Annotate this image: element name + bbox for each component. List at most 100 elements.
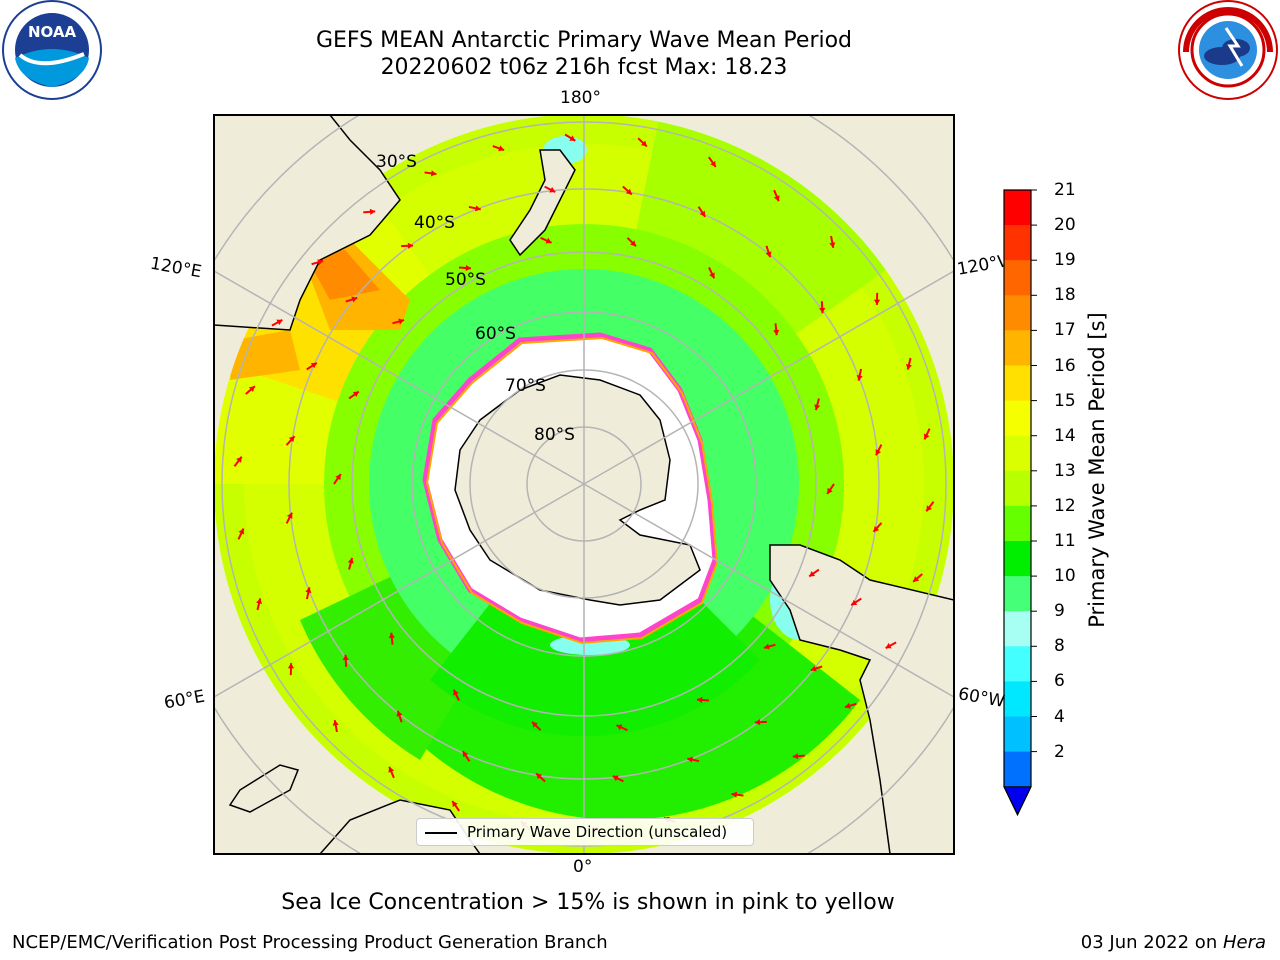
colorbar-band [1004, 435, 1031, 472]
wave-arrow-head [317, 259, 324, 266]
colorbar-band [1004, 716, 1031, 753]
wave-arrow-head [569, 135, 576, 141]
wave-arrow-head [256, 598, 263, 605]
colorbar-extend-arrow [1003, 786, 1032, 816]
colorbar-tick-label: 17 [1054, 320, 1076, 341]
wave-arrow-head [498, 145, 505, 152]
wave-arrow-head [287, 663, 295, 669]
land-antarctica [454, 374, 701, 606]
colorbar-band [1004, 470, 1031, 507]
wave-arrow-head [856, 375, 863, 381]
land-south-america [769, 544, 954, 854]
wave-arrow-head [819, 307, 826, 314]
wave-arrow-head [765, 251, 772, 258]
wave-arrow-head [885, 642, 892, 649]
colorbar-band [1004, 541, 1031, 577]
legend-label: Primary Wave Direction (unscaled) [467, 823, 728, 841]
wave-arrow-head [238, 528, 245, 535]
colorbar-tick-label: 18 [1054, 285, 1076, 306]
colorbar-band [1004, 190, 1031, 226]
footer-credit: NCEP/EMC/Verification Post Processing Pr… [12, 932, 608, 953]
wave-arrow-head [873, 299, 881, 305]
wave-arrow-head [388, 632, 395, 639]
lat-label-30s: 30°S [376, 152, 417, 172]
colorbar-band [1004, 260, 1031, 296]
wave-arrow-head [352, 391, 359, 398]
land-madagascar [228, 764, 300, 813]
colorbar-band [1004, 751, 1031, 788]
wave-arrow-head [616, 724, 623, 731]
wave-arrow-head [396, 710, 403, 717]
wave-arrow-head [814, 404, 821, 411]
wave-arrow-head [809, 570, 816, 577]
colorbar-tick-label: 11 [1054, 531, 1076, 551]
wave-arrow-head [709, 272, 715, 279]
wave-arrow-head [305, 587, 312, 593]
wave-arrow-head [369, 208, 376, 215]
wave-arrow-head [873, 525, 880, 532]
wave-arrow-head [710, 160, 716, 167]
wave-arrow-head [475, 205, 481, 212]
colorbar-tick-label: 20 [1054, 215, 1076, 236]
wave-arrow-head [286, 512, 293, 519]
wave-arrow-head [851, 599, 858, 606]
colorbar-tick-label: 4 [1054, 706, 1065, 727]
wave-arrow-head [773, 195, 780, 202]
wave-arrow-head [763, 643, 770, 650]
wave-arrow-head [398, 318, 405, 325]
wave-arrow-head [913, 576, 920, 582]
wave-arrow-head [875, 449, 882, 456]
wave-arrow-head [462, 751, 469, 758]
colorbar-band [1004, 400, 1031, 437]
wave-arrow-head [792, 753, 799, 760]
wave-arrow-head [276, 319, 283, 326]
colorbar-tick-label: 13 [1054, 460, 1076, 481]
wave-arrow-head [236, 456, 242, 463]
wave-arrow-head [288, 436, 295, 443]
wave-direction-arrows [233, 133, 935, 835]
wave-arrow-head [453, 689, 459, 696]
colorbar-tick-label: 12 [1054, 495, 1076, 516]
wave-arrow-head [332, 720, 339, 726]
colorbar-label: Primary Wave Mean Period [s] [1085, 312, 1109, 628]
wave-arrow-head [687, 756, 693, 763]
footer-host: Hera [1222, 932, 1266, 953]
wave-arrow-head [465, 264, 471, 272]
colorbar-band [1004, 365, 1031, 402]
wave-arrow-head [430, 170, 437, 177]
lat-label-60s: 60°S [475, 324, 516, 344]
lat-label-50s: 50°S [445, 270, 486, 290]
lon-label-0: 0° [573, 857, 593, 877]
wave-arrow-head [641, 140, 647, 147]
wave-arrow-head [827, 487, 833, 494]
lat-label-70s: 70°S [505, 376, 546, 396]
wave-arrow-head [923, 433, 930, 440]
wave-arrow-head [697, 696, 703, 704]
colorbar-tick-label: 16 [1054, 355, 1076, 376]
wave-arrow-head [407, 242, 414, 249]
wave-arrow-head [612, 775, 619, 782]
colorbar-outline [1003, 189, 1032, 817]
wave-arrow-head [549, 186, 556, 193]
colorbar-band [1004, 576, 1031, 612]
land-new-zealand [509, 149, 576, 257]
colorbar-tick-label: 21 [1054, 180, 1076, 200]
wave-arrow-head [545, 237, 552, 244]
wave-arrow-head [810, 665, 817, 672]
lat-label-80s: 80°S [534, 425, 575, 445]
colorbar-band [1004, 646, 1031, 682]
wave-arrow-head [844, 702, 851, 709]
wave-arrow-head [347, 557, 354, 564]
wave-arrow-head [731, 791, 738, 798]
colorbar-tick-label: 6 [1054, 671, 1065, 692]
noaa-logo-text: NOAA [28, 23, 77, 41]
colorbar-tick-label: 10 [1054, 566, 1076, 587]
colorbar-band [1004, 505, 1031, 542]
wave-arrow-head [699, 210, 706, 217]
footer-date: 03 Jun 2022 on Hera [1081, 932, 1266, 953]
colorbar-band [1004, 611, 1031, 647]
lat-label-40s: 40°S [414, 213, 455, 233]
map-subtitle: 20220602 t06z 216h fcst Max: 18.23 [380, 55, 788, 80]
lon-label-180: 180° [560, 88, 601, 108]
map-title: GEFS MEAN Antarctic Primary Wave Mean Pe… [315, 28, 853, 53]
